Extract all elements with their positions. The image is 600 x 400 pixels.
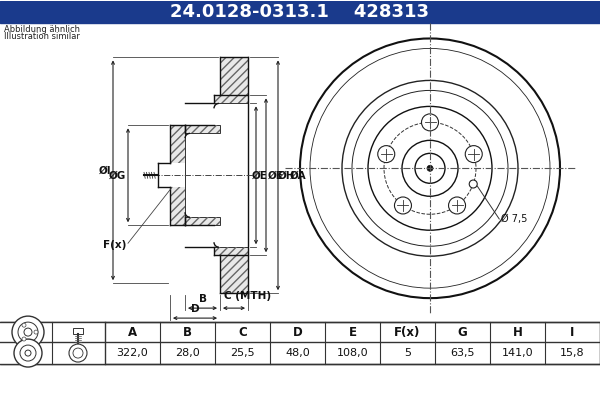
Circle shape: [449, 197, 466, 214]
Circle shape: [394, 197, 412, 214]
Bar: [220, 255, 248, 293]
Text: ØA: ØA: [290, 170, 307, 180]
Text: I: I: [571, 326, 575, 338]
Circle shape: [415, 153, 445, 183]
Text: 63,5: 63,5: [450, 348, 475, 358]
Bar: [220, 96, 248, 255]
Bar: [185, 125, 220, 133]
Bar: [185, 217, 220, 225]
Text: 5: 5: [404, 348, 411, 358]
Text: 15,8: 15,8: [560, 348, 585, 358]
Bar: [73, 328, 83, 334]
Text: Ø 7,5: Ø 7,5: [501, 214, 527, 224]
Circle shape: [22, 337, 26, 341]
Bar: [185, 217, 220, 225]
Bar: [220, 96, 248, 255]
Text: Abbildung ähnlich: Abbildung ähnlich: [4, 26, 80, 34]
Text: 48,0: 48,0: [285, 348, 310, 358]
Circle shape: [18, 322, 38, 342]
Text: D: D: [191, 304, 199, 314]
Circle shape: [25, 350, 31, 356]
Circle shape: [427, 165, 433, 171]
Bar: [220, 58, 248, 96]
Circle shape: [465, 146, 482, 163]
Circle shape: [368, 106, 492, 230]
Bar: [158, 163, 185, 187]
Circle shape: [14, 339, 42, 367]
Text: E: E: [349, 326, 356, 338]
Text: B: B: [183, 326, 192, 338]
Text: ØI: ØI: [98, 165, 111, 175]
Text: G: G: [458, 326, 467, 338]
Text: ØE: ØE: [268, 170, 284, 180]
Circle shape: [421, 114, 439, 131]
Bar: [214, 96, 248, 103]
Circle shape: [24, 328, 32, 336]
Text: 108,0: 108,0: [337, 348, 368, 358]
Text: 25,5: 25,5: [230, 348, 255, 358]
Bar: [220, 103, 248, 247]
Circle shape: [22, 323, 26, 327]
Bar: [214, 96, 248, 103]
Text: ØH: ØH: [278, 170, 296, 180]
Bar: [0, 322, 600, 364]
Text: C (MTH): C (MTH): [224, 291, 271, 301]
Text: 24.0128-0313.1    428313: 24.0128-0313.1 428313: [170, 2, 430, 20]
Circle shape: [378, 146, 395, 163]
Circle shape: [402, 140, 458, 196]
Bar: [185, 125, 220, 133]
Circle shape: [300, 38, 560, 298]
Text: F(x): F(x): [103, 240, 126, 250]
Circle shape: [34, 330, 38, 334]
Bar: [170, 125, 185, 225]
Bar: [214, 247, 248, 255]
Text: C: C: [238, 326, 247, 338]
Circle shape: [69, 344, 87, 362]
Circle shape: [469, 180, 477, 188]
Circle shape: [73, 348, 83, 358]
Text: F(x): F(x): [394, 326, 421, 338]
Text: Illustration similar: Illustration similar: [4, 32, 80, 42]
Text: H: H: [512, 326, 523, 338]
Text: ØG: ØG: [109, 170, 126, 180]
Bar: [0, 322, 105, 364]
Bar: [0, 0, 600, 22]
Text: D: D: [293, 326, 302, 338]
Bar: [185, 133, 220, 217]
Circle shape: [20, 345, 36, 361]
Bar: [220, 58, 248, 96]
Text: 28,0: 28,0: [175, 348, 200, 358]
Bar: [214, 247, 248, 255]
Text: 141,0: 141,0: [502, 348, 533, 358]
Bar: [170, 125, 185, 225]
Text: A: A: [128, 326, 137, 338]
Circle shape: [12, 316, 44, 348]
Text: B: B: [199, 294, 206, 304]
Bar: [220, 255, 248, 293]
Text: ØE: ØE: [252, 170, 268, 180]
Text: 322,0: 322,0: [116, 348, 148, 358]
